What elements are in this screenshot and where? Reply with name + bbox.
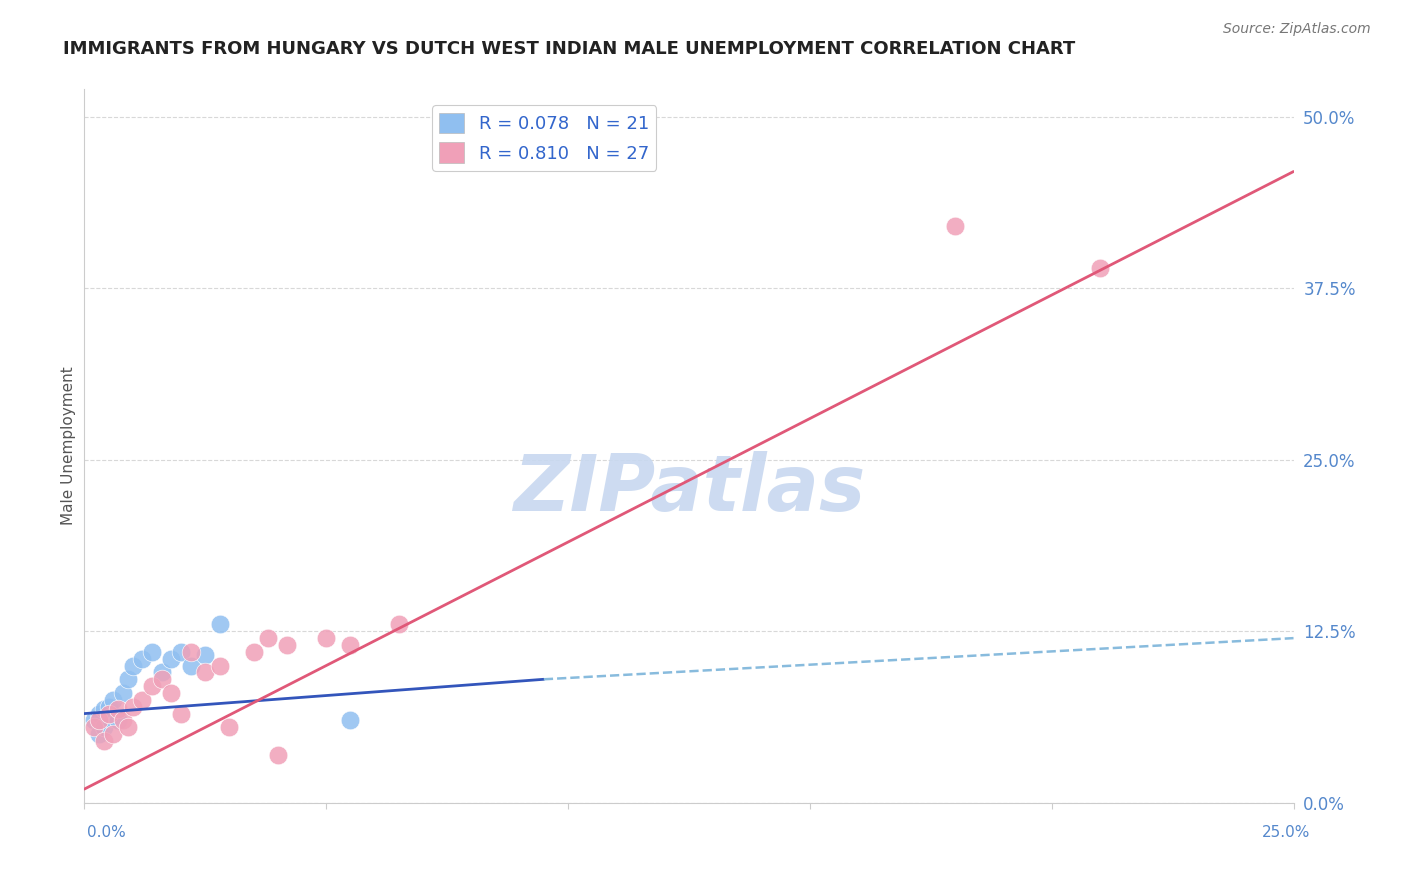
Text: ZIPatlas: ZIPatlas	[513, 450, 865, 527]
Point	[112, 686, 135, 700]
Point	[131, 651, 153, 665]
Point	[150, 673, 173, 687]
Point	[97, 711, 120, 725]
Point	[121, 699, 143, 714]
Point	[315, 631, 337, 645]
Point	[107, 702, 129, 716]
Point	[339, 714, 361, 728]
Point	[131, 693, 153, 707]
Point	[208, 658, 231, 673]
Text: Source: ZipAtlas.com: Source: ZipAtlas.com	[1223, 22, 1371, 37]
Point	[107, 714, 129, 728]
Point	[242, 645, 264, 659]
Point	[180, 645, 202, 659]
Point	[388, 617, 411, 632]
Point	[160, 686, 183, 700]
Point	[194, 665, 217, 680]
Point	[160, 651, 183, 665]
Point	[150, 665, 173, 680]
Legend: R = 0.078   N = 21, R = 0.810   N = 27: R = 0.078 N = 21, R = 0.810 N = 27	[432, 105, 657, 170]
Point	[194, 648, 217, 662]
Point	[83, 720, 105, 734]
Point	[208, 617, 231, 632]
Y-axis label: Male Unemployment: Male Unemployment	[60, 367, 76, 525]
Point	[180, 658, 202, 673]
Point	[112, 714, 135, 728]
Point	[339, 638, 361, 652]
Text: 0.0%: 0.0%	[87, 825, 127, 839]
Point	[218, 720, 240, 734]
Point	[97, 699, 120, 714]
Point	[1088, 260, 1111, 275]
Point	[93, 702, 115, 716]
Point	[103, 693, 125, 707]
Point	[170, 645, 193, 659]
Point	[121, 658, 143, 673]
Point	[97, 706, 120, 721]
Text: 25.0%: 25.0%	[1263, 825, 1310, 839]
Point	[93, 734, 115, 748]
Point	[117, 720, 139, 734]
Point	[87, 714, 110, 728]
Point	[117, 673, 139, 687]
Point	[276, 638, 298, 652]
Point	[103, 727, 125, 741]
Point	[87, 727, 110, 741]
Point	[267, 747, 290, 762]
Point	[83, 714, 105, 728]
Point	[87, 706, 110, 721]
Point	[257, 631, 280, 645]
Point	[943, 219, 966, 234]
Point	[141, 679, 163, 693]
Text: IMMIGRANTS FROM HUNGARY VS DUTCH WEST INDIAN MALE UNEMPLOYMENT CORRELATION CHART: IMMIGRANTS FROM HUNGARY VS DUTCH WEST IN…	[63, 40, 1076, 58]
Point	[170, 706, 193, 721]
Point	[141, 645, 163, 659]
Point	[93, 720, 115, 734]
